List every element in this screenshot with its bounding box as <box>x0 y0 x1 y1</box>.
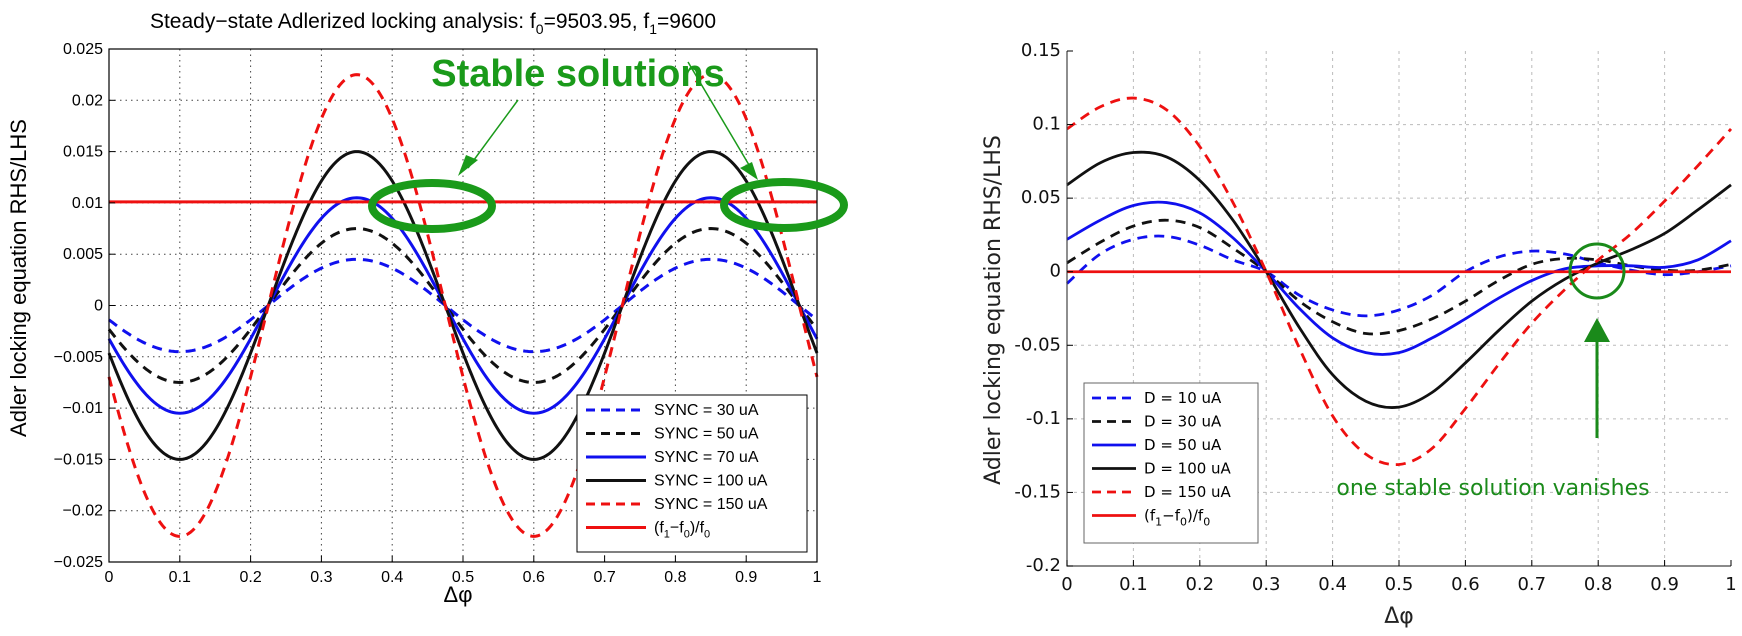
y-tick-label: −0.01 <box>63 400 104 417</box>
series-line <box>107 196 819 415</box>
series-line <box>107 227 819 384</box>
x-tick-label: 0.7 <box>1517 574 1546 595</box>
annotation-arrow-line <box>467 99 519 169</box>
legend-label: D = 50 uA <box>1144 436 1222 454</box>
annotation-arrow-line <box>687 61 753 171</box>
x-tick-label: 0.4 <box>381 569 403 586</box>
x-tick-label: 0.7 <box>593 569 615 586</box>
chart-left-y-ticks: 0.025 0.02 0.015 0.01 0.005 0 −0.005 −0.01 −0.01… <box>54 41 115 571</box>
chart-right-x-ticks: 0 0.1 0.2 0.3 0.4 0.5 0.6 0.7 0.8 0.9 1 <box>1061 560 1737 595</box>
annotation-vanishing-text: one stable solution vanishes <box>1336 476 1649 501</box>
stable-solution-ellipse <box>368 179 496 233</box>
y-tick-label: 0.05 <box>1021 187 1061 208</box>
x-tick-label: 0.1 <box>169 569 191 586</box>
annotation-arrowhead <box>458 155 478 176</box>
x-tick-label: 0.1 <box>1119 574 1148 595</box>
legend-label: (f1−f0)/f0 <box>654 520 710 541</box>
chart-right: 0 0.1 0.2 0.3 0.4 0.5 0.6 0.7 0.8 0.9 1 0.15 0.1 0.0… <box>981 40 1737 629</box>
x-tick-label: 0.5 <box>452 569 474 586</box>
x-tick-label: 0 <box>105 569 114 586</box>
chart-left-x-ticks: 0 0.1 0.2 0.3 0.4 0.5 0.6 0.7 0.8 0.9 1 <box>105 556 822 586</box>
chart-right-legend: D = 10 uA D = 30 uA D = 50 uA D = 100 uA D =… <box>1083 382 1259 544</box>
y-tick-label: 0.01 <box>72 195 103 212</box>
legend-box <box>576 394 808 553</box>
y-tick-label: 0 <box>1050 261 1061 282</box>
x-tick-label: 0.5 <box>1385 574 1414 595</box>
y-tick-label: −0.025 <box>54 554 103 571</box>
annotation-arrowhead <box>1584 318 1610 342</box>
y-tick-label: 0.005 <box>63 246 103 263</box>
y-tick-label: -0.2 <box>1026 555 1061 576</box>
x-tick-label: 0.3 <box>310 569 332 586</box>
annotation-stable-solutions: Stable solutions <box>368 53 848 233</box>
chart-right-y-label: Adler locking equation RHS/LHS <box>981 135 1006 485</box>
x-tick-label: 0.8 <box>1584 574 1613 595</box>
x-tick-label: 0 <box>1061 574 1072 595</box>
legend-label: D = 30 uA <box>1144 413 1222 431</box>
annotation-stable-solutions-text: Stable solutions <box>431 53 724 95</box>
y-tick-label: −0.005 <box>54 349 103 366</box>
series-line <box>1066 200 1732 356</box>
legend-items: D = 10 uA D = 30 uA D = 50 uA D = 100 uA D =… <box>1092 389 1232 529</box>
y-tick-label: −0.02 <box>63 503 104 520</box>
x-tick-label: 0.2 <box>1185 574 1214 595</box>
y-tick-label: 0.015 <box>63 144 103 161</box>
legend-label: SYNC = 70 uA <box>654 449 759 466</box>
x-tick-label: 0.3 <box>1252 574 1281 595</box>
x-tick-label: 0.9 <box>1650 574 1679 595</box>
x-tick-label: 0.6 <box>523 569 545 586</box>
chart-left: Steady−state Adlerized locking analysis:… <box>6 10 848 607</box>
legend-items: SYNC = 30 uA SYNC = 50 uA SYNC = 70 uA SYNC… <box>586 402 768 541</box>
series-line <box>1066 234 1732 318</box>
y-tick-label: 0.02 <box>72 92 103 109</box>
annotation-vanishing-solution: one stable solution vanishes <box>1336 242 1650 501</box>
legend-label: SYNC = 150 uA <box>654 496 768 513</box>
y-tick-label: 0.15 <box>1021 40 1061 61</box>
x-tick-label: 1 <box>1725 574 1736 595</box>
legend-label: SYNC = 50 uA <box>654 426 759 443</box>
legend-label: SYNC = 100 uA <box>654 473 768 490</box>
legend-label: D = 100 uA <box>1144 460 1232 478</box>
chart-left-y-label: Adler locking equation RHS/LHS <box>6 119 31 437</box>
y-tick-label: -0.15 <box>1014 481 1061 502</box>
annotation-arrowhead <box>740 162 758 180</box>
stable-solution-ellipse <box>720 178 848 232</box>
y-tick-label: 0.025 <box>63 41 103 58</box>
series-line <box>107 150 819 461</box>
x-tick-label: 0.6 <box>1451 574 1480 595</box>
series-line <box>1066 150 1732 409</box>
series-line <box>1066 96 1733 467</box>
y-tick-label: -0.1 <box>1026 408 1061 429</box>
y-tick-label: 0 <box>94 298 103 315</box>
x-tick-label: 0.2 <box>239 569 261 586</box>
x-tick-label: 1 <box>813 569 822 586</box>
legend-label: D = 150 uA <box>1144 483 1232 501</box>
chart-left-title: Steady−state Adlerized locking analysis:… <box>150 10 716 37</box>
x-tick-label: 0.9 <box>735 569 757 586</box>
y-tick-label: −0.015 <box>54 451 103 468</box>
chart-left-legend: SYNC = 30 uA SYNC = 50 uA SYNC = 70 uA SYNC… <box>576 394 808 553</box>
legend-label: (f1−f0)/f0 <box>1144 507 1210 529</box>
chart-right-x-label: Δφ <box>1384 604 1414 629</box>
y-tick-label: -0.05 <box>1014 334 1061 355</box>
chart-left-x-label: Δφ <box>444 582 473 607</box>
chart-right-y-ticks: 0.15 0.1 0.05 0 -0.05 -0.1 -0.15 -0.2 <box>1014 40 1073 576</box>
legend-label: D = 10 uA <box>1144 389 1222 407</box>
y-tick-label: 0.1 <box>1032 114 1061 135</box>
vanishing-solution-circle <box>1568 242 1626 300</box>
x-tick-label: 0.4 <box>1318 574 1347 595</box>
legend-label: SYNC = 30 uA <box>654 402 759 419</box>
x-tick-label: 0.8 <box>664 569 686 586</box>
